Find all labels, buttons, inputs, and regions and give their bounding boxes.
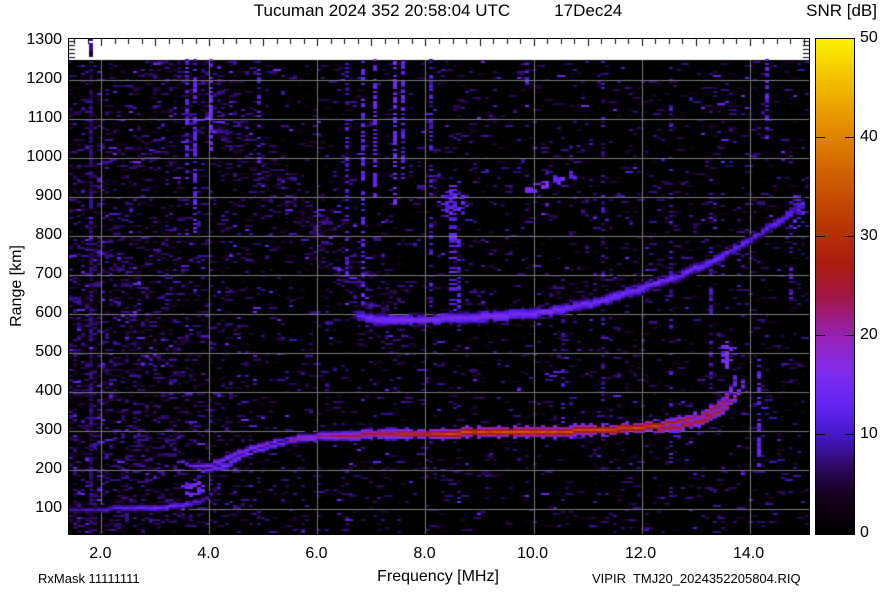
colorbar-inner-tick [816,236,825,237]
colorbar-tick-label: 10 [860,425,878,442]
x-tick-label: 8.0 [413,545,436,562]
colorbar-inner-tick [816,335,825,336]
x-tick-label: 10.0 [516,545,549,562]
y-tick-label: 1000 [26,147,62,165]
y-tick-label: 100 [35,498,62,516]
x-tick-label: 12.0 [624,545,657,562]
y-tick-label: 1200 [26,69,62,87]
x-tick-label: 4.0 [197,545,220,562]
colorbar-tick-label: 0 [860,524,869,541]
y-axis-label: Range [km] [8,245,25,327]
colorbar-tick-label: 20 [860,326,878,343]
y-tick-label: 200 [35,459,62,477]
title-text: Tucuman 2024 352 20:58:04 UTC [253,1,511,20]
x-tick-label: 6.0 [305,545,328,562]
data-file-label: VIPIR TMJ20_2024352205804.RIQ [592,571,801,586]
colorbar-inner-tick [845,137,854,138]
x-axis-label: Frequency [MHz] [377,568,499,585]
colorbar-inner-tick [845,434,854,435]
y-tick-label: 1300 [26,30,62,48]
y-tick-label: 500 [35,342,62,360]
page-title: Tucuman 2024 352 20:58:04 UTC 17Dec24 [68,1,808,21]
x-tick-label: 14.0 [733,545,765,562]
plot-frame [68,38,810,535]
x-tick-label: 2.0 [89,545,112,562]
colorbar-tick-label: 40 [860,128,878,145]
y-tick-label: 900 [35,186,62,204]
colorbar-inner-tick [816,137,825,138]
y-tick-label: 300 [35,420,62,438]
y-tick-label: 1100 [27,108,62,126]
title-date: 17Dec24 [554,1,623,20]
colorbar-inner-tick [845,236,854,237]
colorbar-inner-tick [845,335,854,336]
colorbar-inner-tick [816,434,825,435]
colorbar-tick-label: 50 [860,29,878,46]
y-tick-label: 400 [35,381,62,399]
y-tick-label: 700 [35,264,62,282]
rxmask-label: RxMask 11111111 [38,571,140,586]
colorbar-tick-label: 30 [860,227,878,244]
ionogram-canvas [69,39,809,534]
snr-colorbar [815,38,855,535]
y-tick-label: 600 [35,303,62,321]
colorbar-title: SNR [dB] [806,1,877,20]
y-tick-label: 800 [35,225,62,243]
